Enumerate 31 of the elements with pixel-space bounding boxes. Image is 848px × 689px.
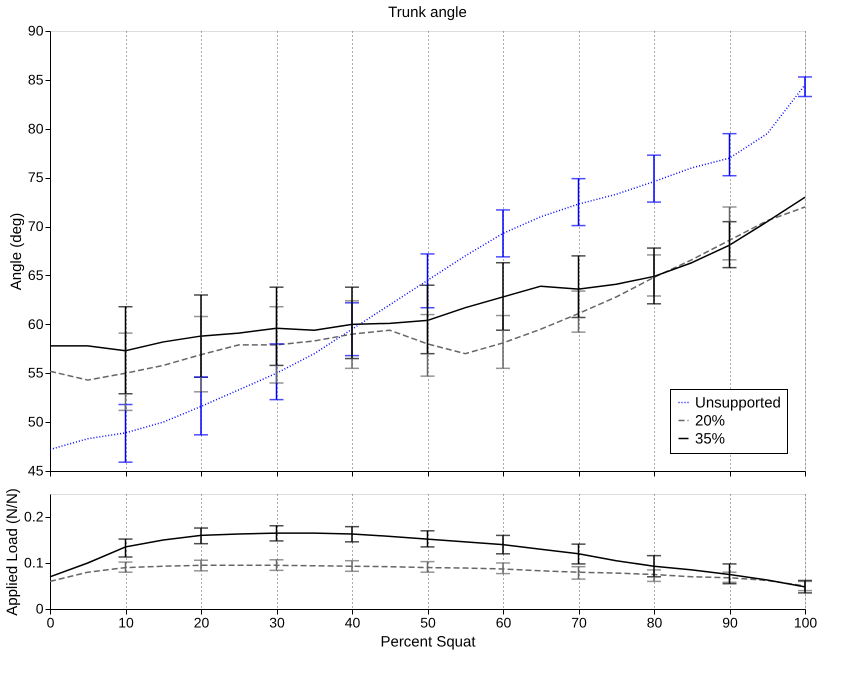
y-tick-label: 85 — [28, 71, 44, 88]
x-tick-label: 20 — [194, 614, 210, 630]
x-tick-label: 100 — [794, 614, 818, 630]
x-tick-label: 70 — [571, 614, 587, 630]
y-tick-label: 0.2 — [24, 508, 44, 524]
legend-label: Unsupported — [695, 394, 781, 412]
y-tick-label: 90 — [28, 22, 44, 38]
y-tick-label: 55 — [28, 364, 44, 381]
chart-title: Trunk angle — [388, 4, 467, 21]
y-tick-label: 0 — [36, 600, 44, 616]
y-tick-label: 60 — [28, 316, 44, 332]
y-tick-label: 0.1 — [24, 554, 44, 570]
legend-label: 20% — [695, 412, 726, 430]
y-tick-label: 50 — [28, 414, 44, 430]
y-tick-label: 65 — [28, 266, 44, 283]
y-tick-label: 70 — [28, 218, 44, 234]
y-axis-title: Applied Load (N/N) — [4, 488, 22, 616]
y-axis-title: Angle (deg) — [8, 212, 25, 290]
x-tick-label: 60 — [496, 614, 512, 630]
y-tick-label: 45 — [28, 462, 44, 478]
x-tick-label: 10 — [118, 614, 134, 630]
x-tick-label: 30 — [269, 614, 285, 630]
y-tick-label: 80 — [28, 120, 44, 136]
x-tick-label: 40 — [344, 614, 360, 630]
x-tick-label: 90 — [722, 614, 738, 630]
x-tick-label: 50 — [420, 614, 436, 630]
x-tick-label: 80 — [646, 614, 662, 630]
x-tick-label: 0 — [46, 614, 55, 630]
legend-label: 35% — [695, 430, 726, 448]
x-axis-title: Percent Squat — [380, 634, 476, 650]
y-tick-label: 75 — [28, 169, 44, 186]
